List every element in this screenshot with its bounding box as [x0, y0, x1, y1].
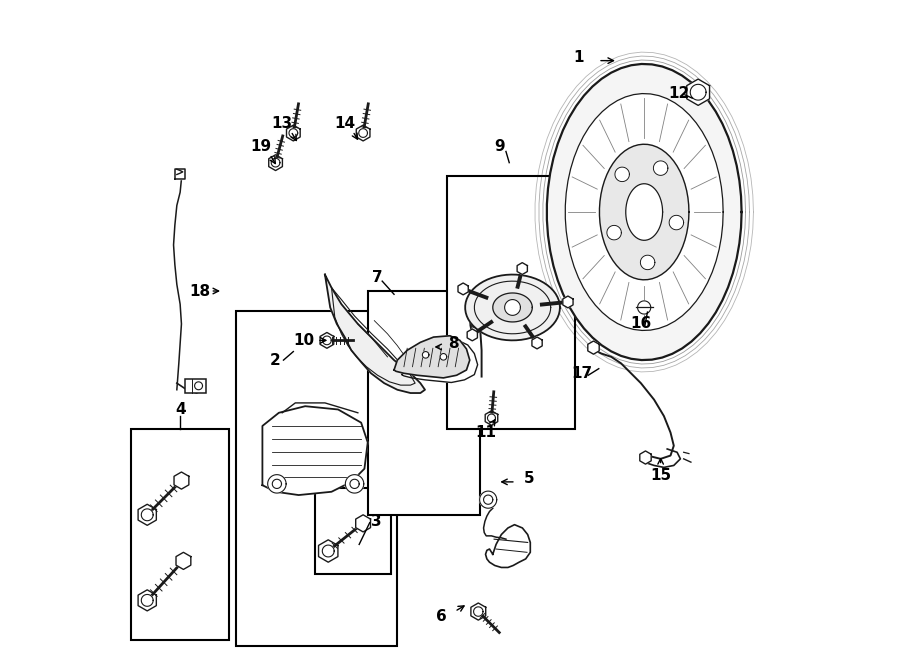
Text: 14: 14	[334, 116, 356, 131]
Polygon shape	[562, 296, 573, 308]
Text: 19: 19	[250, 139, 272, 154]
Polygon shape	[320, 332, 334, 348]
Polygon shape	[473, 607, 483, 616]
Polygon shape	[458, 283, 468, 295]
Polygon shape	[402, 340, 478, 383]
Text: 2: 2	[270, 352, 281, 368]
Polygon shape	[480, 491, 497, 508]
Text: 3: 3	[371, 514, 382, 529]
Polygon shape	[286, 125, 301, 141]
Polygon shape	[271, 159, 280, 167]
Polygon shape	[488, 414, 496, 422]
Polygon shape	[485, 410, 498, 425]
Text: 4: 4	[175, 402, 185, 417]
Polygon shape	[687, 79, 709, 105]
Bar	[236, 311, 397, 646]
Polygon shape	[175, 169, 184, 179]
Polygon shape	[640, 451, 652, 464]
Polygon shape	[141, 594, 153, 606]
Polygon shape	[690, 85, 706, 100]
Text: 9: 9	[494, 139, 505, 154]
Polygon shape	[607, 225, 621, 240]
Polygon shape	[637, 301, 651, 314]
Polygon shape	[346, 475, 364, 493]
Polygon shape	[176, 553, 191, 569]
Bar	[446, 176, 575, 429]
Polygon shape	[471, 603, 486, 620]
Polygon shape	[289, 129, 298, 137]
Polygon shape	[422, 352, 429, 358]
Polygon shape	[547, 64, 742, 360]
Polygon shape	[599, 144, 688, 280]
Polygon shape	[194, 382, 202, 390]
Polygon shape	[269, 155, 283, 171]
Bar	[130, 429, 230, 640]
Polygon shape	[641, 255, 655, 270]
Polygon shape	[505, 299, 520, 315]
Polygon shape	[267, 475, 286, 493]
Polygon shape	[356, 125, 370, 141]
Text: 17: 17	[572, 366, 592, 381]
Text: 8: 8	[448, 336, 459, 351]
Text: 11: 11	[476, 425, 497, 440]
Polygon shape	[359, 129, 367, 137]
Polygon shape	[440, 354, 446, 360]
Polygon shape	[626, 184, 662, 241]
Polygon shape	[356, 515, 371, 532]
Text: 12: 12	[669, 86, 689, 101]
Polygon shape	[325, 274, 425, 393]
Text: 15: 15	[650, 468, 671, 483]
Bar	[185, 379, 206, 393]
Text: 5: 5	[524, 471, 535, 486]
Text: 6: 6	[436, 609, 446, 625]
Polygon shape	[350, 479, 359, 488]
Text: 7: 7	[373, 270, 382, 286]
Polygon shape	[263, 407, 368, 495]
Text: 1: 1	[573, 50, 583, 65]
Polygon shape	[565, 94, 724, 330]
Polygon shape	[138, 590, 157, 611]
Text: 16: 16	[630, 317, 652, 331]
Bar	[315, 488, 391, 574]
Polygon shape	[174, 472, 189, 489]
Polygon shape	[273, 479, 282, 488]
Polygon shape	[615, 167, 629, 182]
Polygon shape	[532, 337, 542, 349]
Bar	[368, 291, 480, 515]
Text: 18: 18	[189, 284, 211, 299]
Text: 10: 10	[293, 333, 314, 348]
Polygon shape	[653, 161, 668, 175]
Polygon shape	[394, 336, 470, 378]
Text: 13: 13	[272, 116, 292, 131]
Polygon shape	[322, 336, 331, 345]
Polygon shape	[141, 509, 153, 521]
Polygon shape	[518, 262, 527, 274]
Polygon shape	[467, 329, 477, 341]
Polygon shape	[319, 540, 338, 563]
Polygon shape	[483, 495, 493, 504]
Polygon shape	[465, 274, 560, 340]
Polygon shape	[138, 504, 157, 525]
Polygon shape	[322, 545, 334, 557]
Polygon shape	[485, 525, 530, 567]
Polygon shape	[669, 215, 684, 230]
Polygon shape	[588, 341, 599, 354]
Polygon shape	[493, 293, 532, 322]
